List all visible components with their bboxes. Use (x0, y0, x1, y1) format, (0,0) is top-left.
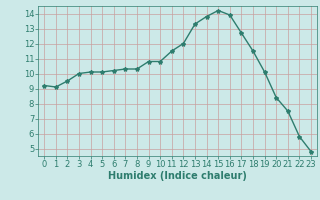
X-axis label: Humidex (Indice chaleur): Humidex (Indice chaleur) (108, 171, 247, 181)
